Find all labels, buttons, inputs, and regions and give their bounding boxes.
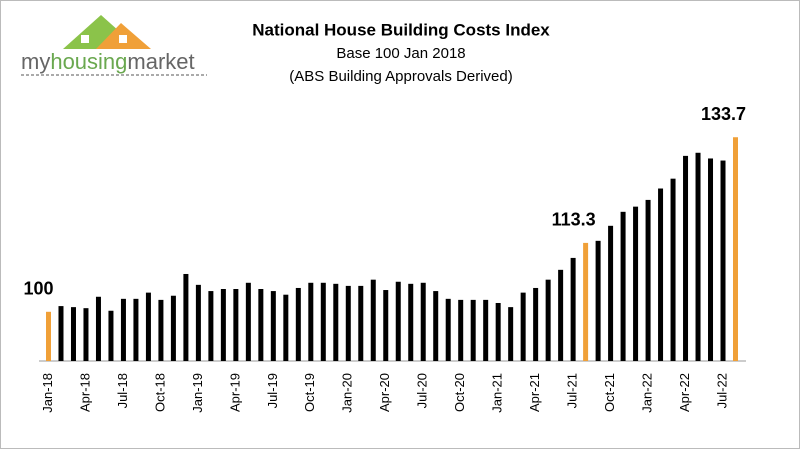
logo: myhousingmarket <box>21 15 207 76</box>
bar <box>46 311 51 361</box>
bar <box>95 296 101 361</box>
x-tick-label: Apr-21 <box>527 373 542 412</box>
x-tick-label: Oct-18 <box>152 373 167 412</box>
bar <box>170 295 176 361</box>
x-tick-label: Jul-21 <box>565 373 580 408</box>
x-tick-label: Apr-22 <box>677 373 692 412</box>
x-tick-label: Jan-22 <box>640 373 655 413</box>
bar <box>258 289 264 361</box>
logo-part: housing <box>50 49 127 74</box>
bar <box>558 269 564 361</box>
value-label: 100 <box>23 279 53 299</box>
bar <box>508 307 514 361</box>
bar <box>545 279 551 361</box>
bar <box>445 298 451 361</box>
x-tick-label: Oct-21 <box>602 373 617 412</box>
x-tick-label: Jan-21 <box>490 373 505 413</box>
bar <box>708 158 714 361</box>
bar <box>195 284 201 361</box>
x-tick-label: Jan-20 <box>340 373 355 413</box>
chart-subtitle: Base 100 Jan 2018 <box>336 45 465 62</box>
x-tick-label: Jul-22 <box>714 373 729 408</box>
bar <box>120 298 126 361</box>
bar <box>720 160 726 361</box>
bar <box>245 282 251 361</box>
bar <box>320 282 326 361</box>
value-label: 113.3 <box>552 210 596 230</box>
bar <box>533 287 539 361</box>
x-tick-label: Jul-18 <box>115 373 130 408</box>
x-tick-label: Jul-20 <box>415 373 430 408</box>
bar <box>733 137 738 361</box>
bar <box>620 211 626 361</box>
bar <box>220 289 226 361</box>
bar <box>395 281 401 361</box>
bar <box>370 279 376 361</box>
bar <box>383 290 389 361</box>
bar <box>233 289 239 361</box>
chart-title: National House Building Costs Index <box>252 20 550 39</box>
x-tick-label: Jul-19 <box>265 373 280 408</box>
bar <box>183 273 189 361</box>
bar <box>433 291 439 361</box>
x-tick-label: Apr-18 <box>77 373 92 412</box>
bar <box>520 292 526 361</box>
x-tick-label: Apr-19 <box>227 373 242 412</box>
bar <box>345 285 351 361</box>
bar <box>670 178 676 361</box>
bar <box>295 287 301 361</box>
bar <box>645 199 651 361</box>
x-tick-label: Apr-20 <box>377 373 392 412</box>
bar <box>570 257 576 361</box>
bar <box>133 298 139 361</box>
bar <box>658 188 664 361</box>
bar <box>483 299 489 361</box>
bar <box>308 282 314 361</box>
bar <box>583 242 589 361</box>
bar <box>58 306 64 361</box>
bar <box>145 292 151 361</box>
logo-window <box>119 35 127 43</box>
value-label: 133.7 <box>701 104 746 124</box>
bar <box>270 291 276 361</box>
logo-text: myhousingmarket <box>21 49 195 74</box>
bar <box>358 285 364 361</box>
bar <box>633 206 639 361</box>
bar <box>458 299 464 361</box>
bar <box>608 225 614 361</box>
bar <box>695 152 701 361</box>
bar <box>83 308 89 361</box>
logo-window <box>81 35 89 43</box>
bar <box>333 283 339 361</box>
bar <box>495 302 501 361</box>
bar <box>595 240 601 361</box>
x-tick-label: Jan-19 <box>190 373 205 413</box>
x-tick-label: Oct-20 <box>452 373 467 412</box>
bar <box>408 283 414 361</box>
bar <box>470 299 476 361</box>
bar <box>420 282 426 361</box>
logo-part: my <box>21 49 50 74</box>
bar <box>158 299 164 361</box>
bar <box>70 307 76 361</box>
bar <box>208 291 214 361</box>
chart-subtitle: (ABS Building Approvals Derived) <box>289 68 512 85</box>
bar <box>683 155 689 361</box>
logo-part: market <box>127 49 194 74</box>
bar <box>108 310 114 361</box>
x-tick-label: Jan-18 <box>40 373 55 413</box>
bar <box>283 294 289 361</box>
x-tick-label: Oct-19 <box>302 373 317 412</box>
